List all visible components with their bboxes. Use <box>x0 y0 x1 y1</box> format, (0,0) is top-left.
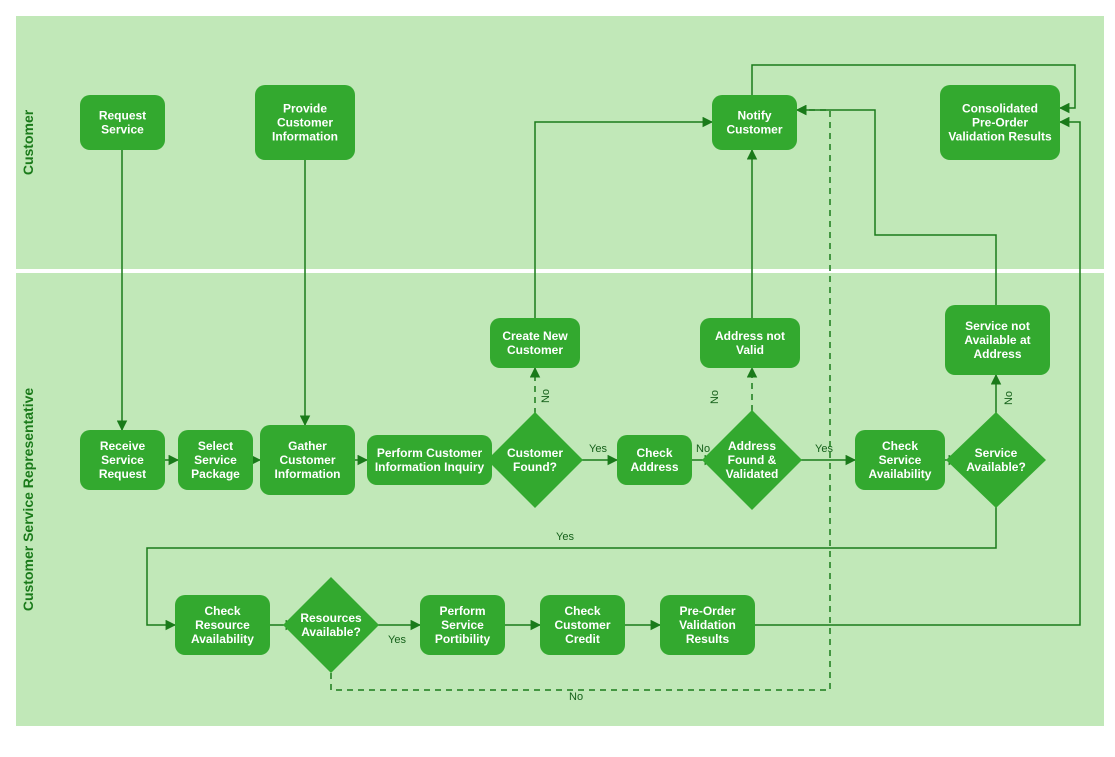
node-text: Address not <box>715 329 785 343</box>
flowchart-canvas: Customer Customer Service Representative N… <box>0 0 1115 757</box>
node-text: Validation Results <box>948 130 1052 144</box>
node-text: Results <box>686 632 730 646</box>
node-text: Information <box>272 130 338 144</box>
edge-label: No <box>709 390 721 404</box>
node-text: Information <box>275 467 341 481</box>
node-text: Receive <box>100 439 146 453</box>
node-text: Package <box>191 467 240 481</box>
node-check-address: CheckAddress <box>617 435 692 485</box>
node-text: Found? <box>513 460 557 474</box>
node-text: Check <box>204 604 240 618</box>
node-text: Perform <box>439 604 485 618</box>
lane-label-csr: Customer Service Representative <box>20 388 36 612</box>
edge-label: Yes <box>556 531 574 543</box>
node-text: Service <box>879 453 922 467</box>
lane-label-customer: Customer <box>20 109 36 175</box>
node-select-pkg: SelectServicePackage <box>178 430 253 490</box>
node-text: Address <box>973 347 1021 361</box>
node-check-svc-avail: CheckServiceAvailability <box>855 430 945 490</box>
node-text: Availability <box>869 467 932 481</box>
node-text: Perform Customer <box>377 446 483 460</box>
node-consolidated: ConsolidatedPre-OrderValidation Results <box>940 85 1060 160</box>
node-text: Customer <box>554 618 610 632</box>
node-gather-info: GatherCustomerInformation <box>260 425 355 495</box>
edge-label: Yes <box>388 634 406 646</box>
node-text: Create New <box>502 329 568 343</box>
node-text: Provide <box>283 102 327 116</box>
node-text: Pre-Order <box>972 116 1028 130</box>
node-text: Check <box>636 446 672 460</box>
node-receive-req: ReceiveServiceRequest <box>80 430 165 490</box>
node-check-credit: CheckCustomerCredit <box>540 595 625 655</box>
node-text: Availability <box>191 632 254 646</box>
node-text: Gather <box>288 439 327 453</box>
node-text: Valid <box>736 343 764 357</box>
node-provide-cust-info: ProvideCustomerInformation <box>255 85 355 160</box>
node-text: Credit <box>565 632 600 646</box>
node-text: Information Inquiry <box>375 460 485 474</box>
node-text: Available? <box>966 460 1026 474</box>
node-text: Validation <box>679 618 736 632</box>
node-create-new: Create NewCustomer <box>490 318 580 368</box>
node-text: Customer <box>507 446 563 460</box>
node-text: Validated <box>726 467 779 481</box>
node-text: Notify <box>738 109 772 123</box>
edge-label: No <box>569 691 583 703</box>
node-preorder-results: Pre-OrderValidationResults <box>660 595 755 655</box>
node-text: Select <box>198 439 233 453</box>
node-text: Pre-Order <box>679 604 735 618</box>
node-text: Service <box>101 123 144 137</box>
node-check-resource: CheckResourceAvailability <box>175 595 270 655</box>
node-perform-port: PerformServicePortibility <box>420 595 505 655</box>
node-text: Request <box>99 109 146 123</box>
node-text: Available? <box>301 625 361 639</box>
node-text: Check <box>882 439 918 453</box>
node-text: Available at <box>964 333 1030 347</box>
edge-label: Yes <box>589 443 607 455</box>
edge-label: No <box>1003 391 1015 405</box>
node-perform-inquiry: Perform CustomerInformation Inquiry <box>367 435 492 485</box>
node-request-service: RequestService <box>80 95 165 150</box>
node-text: Customer <box>726 123 782 137</box>
node-text: Found & <box>728 453 777 467</box>
node-text: Resource <box>195 618 250 632</box>
node-text: Customer <box>277 116 333 130</box>
node-text: Check <box>564 604 600 618</box>
node-text: Service <box>101 453 144 467</box>
node-text: Customer <box>507 343 563 357</box>
node-text: Address <box>630 460 678 474</box>
edge-label: No <box>540 389 552 403</box>
node-text: Portibility <box>435 632 491 646</box>
edge-label: No <box>696 443 710 455</box>
node-svc-not-avail: Service notAvailable atAddress <box>945 305 1050 375</box>
node-address-not-valid: Address notValid <box>700 318 800 368</box>
node-text: Service <box>975 446 1018 460</box>
node-text: Customer <box>279 453 335 467</box>
node-text: Request <box>99 467 146 481</box>
node-text: Service <box>441 618 484 632</box>
node-text: Resources <box>300 611 362 625</box>
node-text: Address <box>728 439 776 453</box>
node-text: Service not <box>965 319 1030 333</box>
node-text: Service <box>194 453 237 467</box>
node-text: Consolidated <box>962 102 1038 116</box>
node-notify-customer: NotifyCustomer <box>712 95 797 150</box>
